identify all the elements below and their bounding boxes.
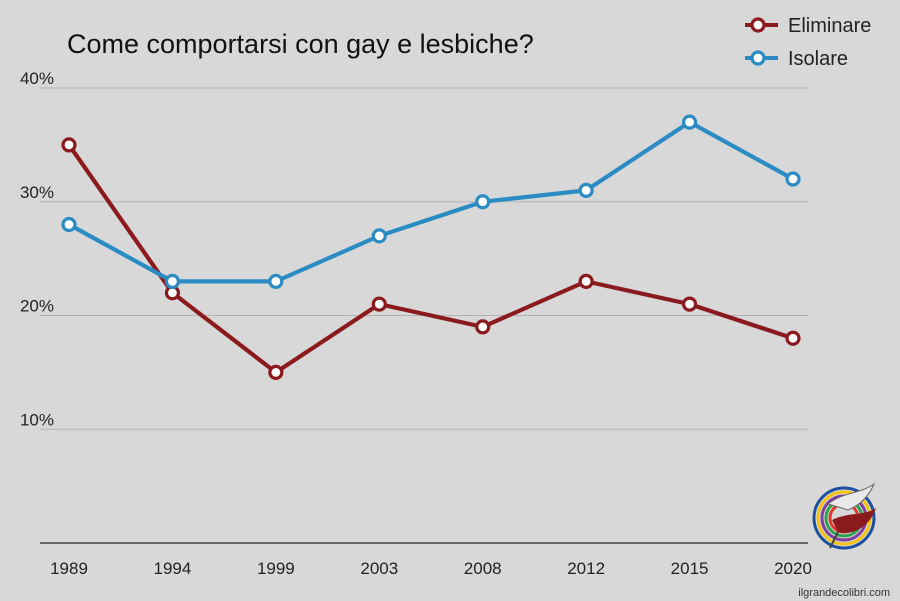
logo-bird-beak — [829, 531, 839, 549]
data-point-eliminare[interactable] — [578, 273, 594, 289]
data-point-eliminare[interactable] — [371, 296, 387, 312]
logo-bird-wing — [826, 482, 876, 511]
legend-item-eliminare[interactable]: Eliminare — [745, 15, 871, 37]
x-tick-label: 1989 — [50, 559, 88, 578]
series-line-eliminare — [67, 143, 794, 375]
data-point-isolare[interactable] — [371, 228, 387, 244]
x-tick-label: 2003 — [360, 559, 398, 578]
x-axis-ticks: 1989 1994 1999 2003 2008 2012 2015 2020 — [50, 559, 812, 578]
data-point-eliminare[interactable] — [475, 319, 491, 335]
hummingbird-logo — [812, 482, 876, 550]
legend-item-isolare[interactable]: Isolare — [745, 48, 848, 70]
x-tick-label: 2020 — [774, 559, 812, 578]
series-group — [61, 114, 801, 380]
data-point-isolare[interactable] — [785, 171, 801, 187]
x-tick-label: 2008 — [464, 559, 502, 578]
gridlines — [40, 87, 808, 430]
data-point-eliminare[interactable] — [681, 296, 698, 312]
data-point-isolare[interactable] — [681, 114, 698, 130]
chart-title: Come comportarsi con gay e lesbiche? — [67, 29, 534, 59]
data-point-isolare[interactable] — [578, 182, 594, 198]
y-axis-ticks: 10% 20% 30% 40% — [20, 69, 54, 429]
data-point-isolare[interactable] — [61, 216, 77, 233]
x-tick-label: 2015 — [671, 559, 709, 578]
logo-bird-body — [832, 508, 876, 533]
legend-marker — [750, 50, 766, 66]
y-tick-label: 20% — [20, 297, 54, 316]
series-line-isolare — [67, 120, 795, 284]
data-point-isolare[interactable] — [164, 273, 181, 289]
legend-label-isolare: Isolare — [788, 48, 848, 70]
legend: Eliminare Isolare — [745, 15, 871, 70]
y-tick-label: 10% — [20, 410, 54, 429]
y-tick-label: 30% — [20, 183, 54, 202]
legend-marker — [750, 17, 766, 33]
logo-caption: ilgrandecolibri.com — [798, 587, 890, 599]
data-point-eliminare[interactable] — [785, 330, 801, 346]
x-tick-label: 1999 — [257, 559, 295, 578]
data-point-isolare[interactable] — [475, 194, 491, 210]
y-tick-label: 40% — [20, 69, 54, 88]
data-point-eliminare[interactable] — [61, 137, 77, 153]
data-point-isolare[interactable] — [268, 273, 284, 289]
legend-label-eliminare: Eliminare — [788, 15, 871, 37]
x-tick-label: 1994 — [154, 559, 192, 578]
data-point-eliminare[interactable] — [268, 364, 284, 380]
x-tick-label: 2012 — [567, 559, 605, 578]
logo-ring-blue — [812, 486, 876, 550]
